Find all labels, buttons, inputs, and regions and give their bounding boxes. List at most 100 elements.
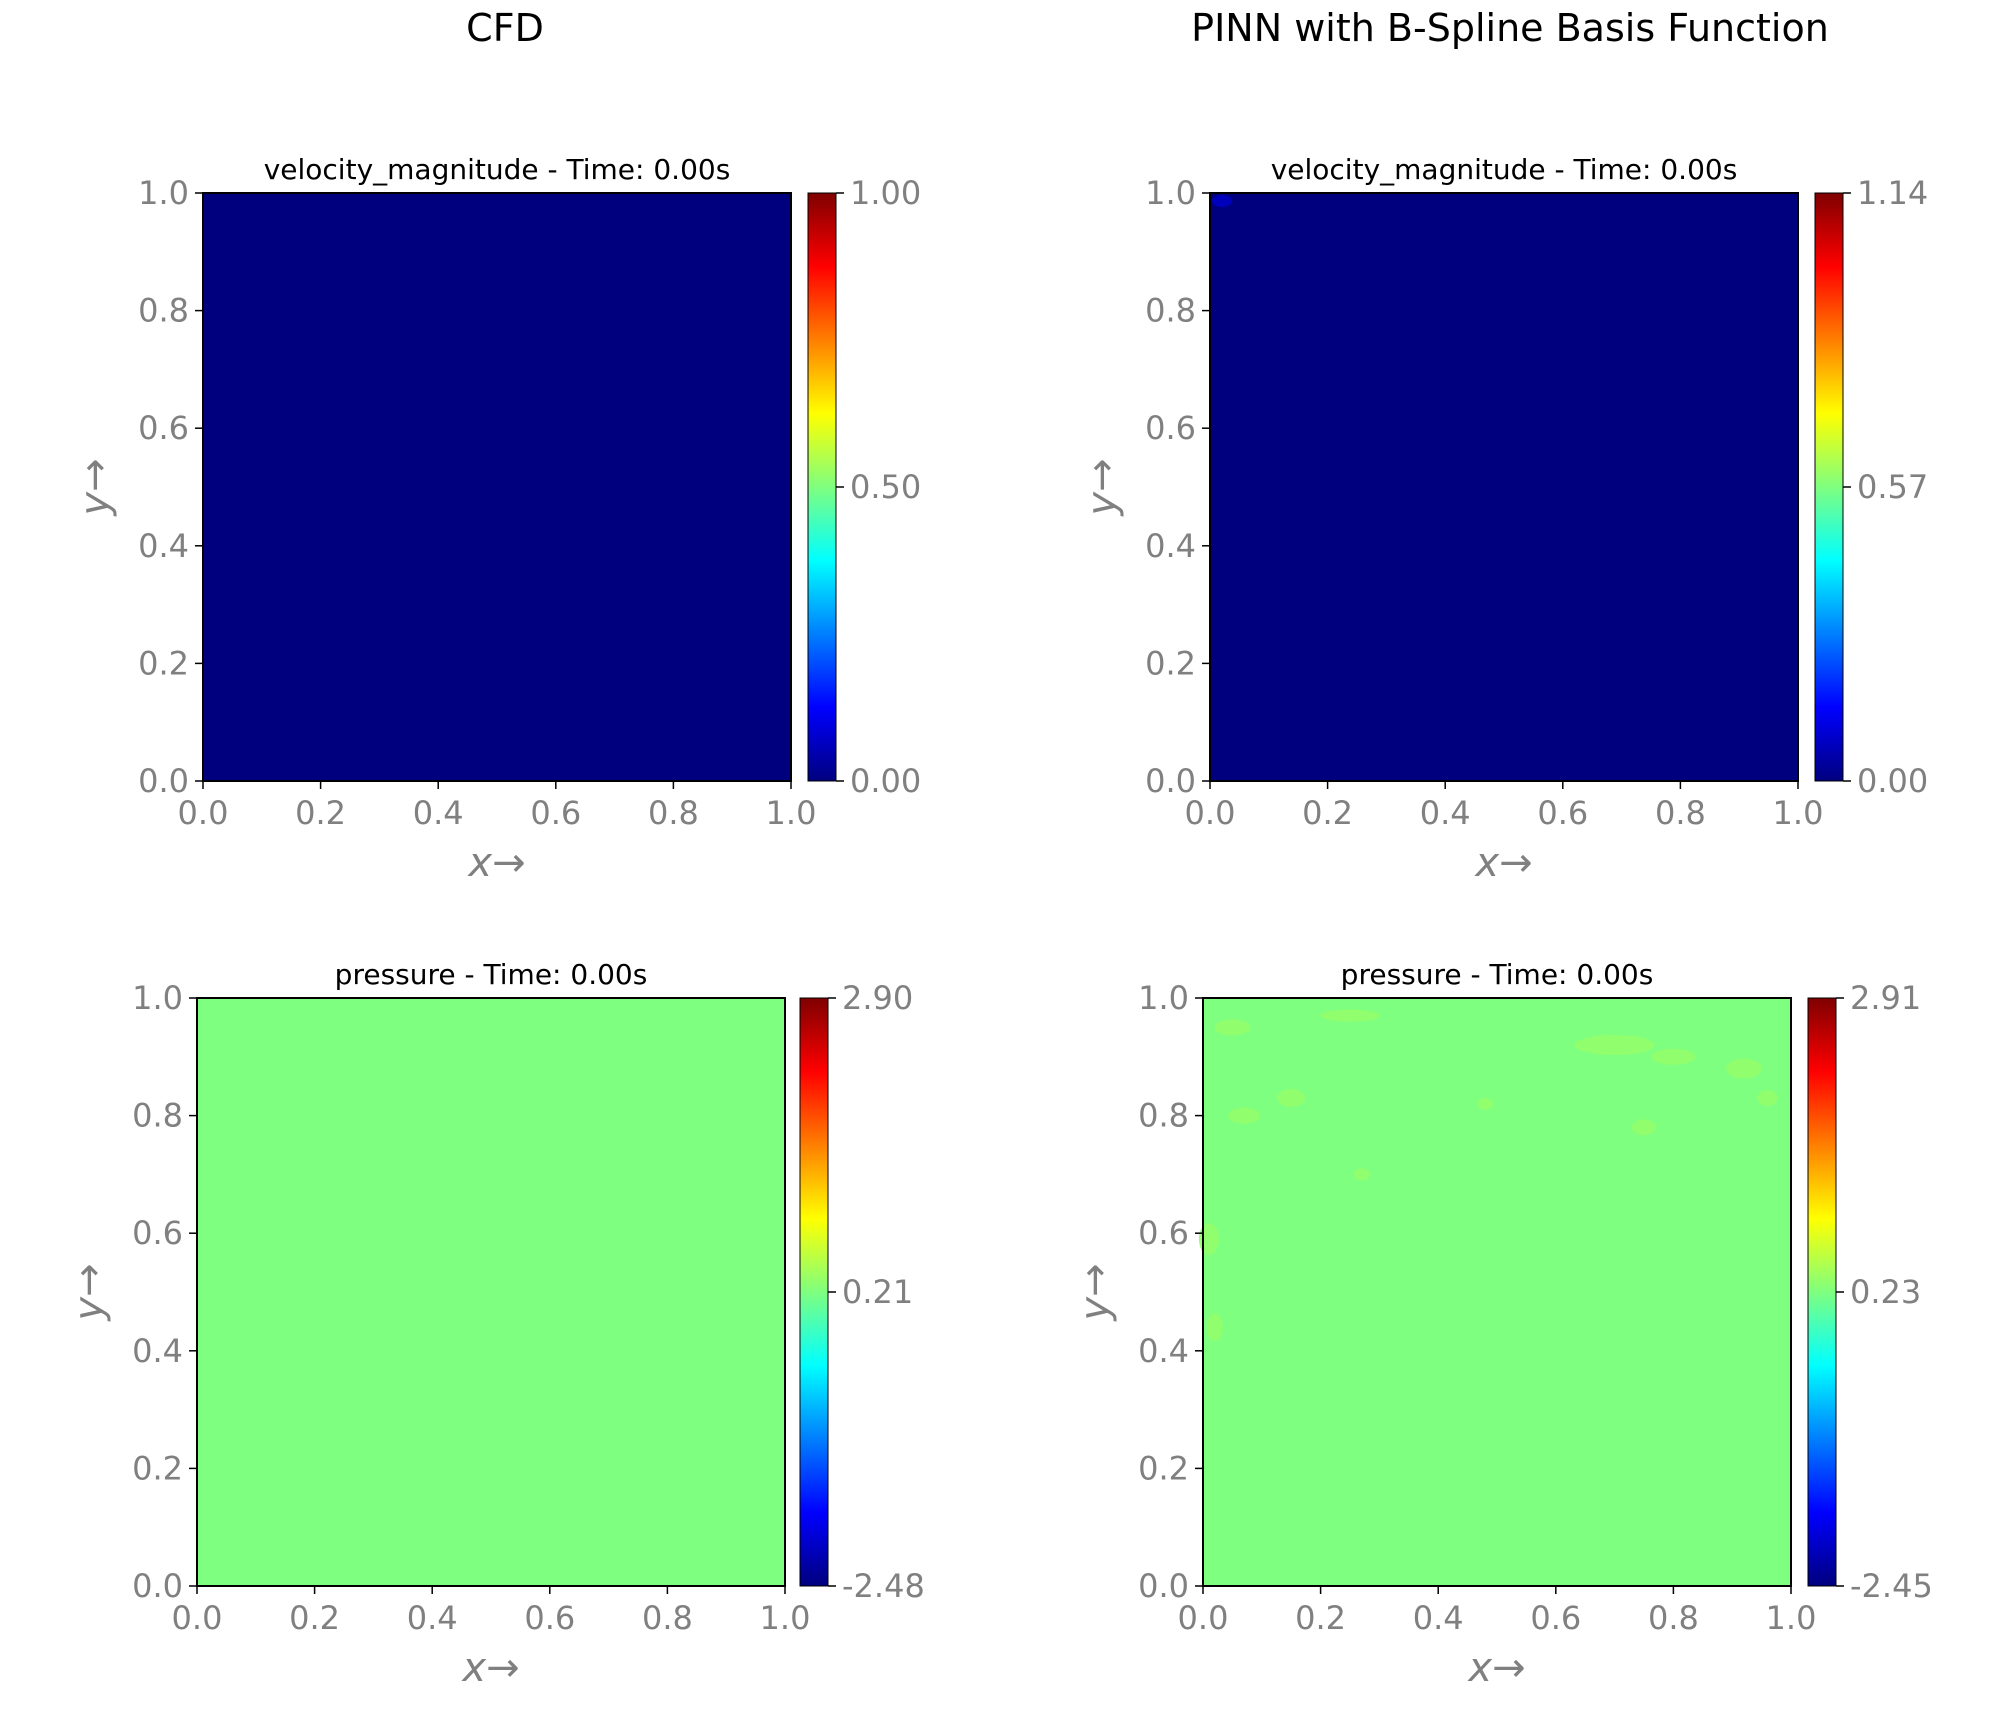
x-tick-label: 0.2 xyxy=(1302,794,1353,832)
y-tick-label: 0.6 xyxy=(1138,1214,1189,1252)
x-tick-label: 0.0 xyxy=(172,1599,223,1637)
x-tick-label: 0.2 xyxy=(295,794,346,832)
y-axis-label: y→ xyxy=(1072,1263,1118,1321)
colorbar-tick-label: 0.00 xyxy=(1857,762,1928,800)
y-tick-label: 0.8 xyxy=(138,292,189,330)
y-axis-label: y→ xyxy=(72,458,118,516)
y-axis-label: y→ xyxy=(66,1263,112,1321)
y-tick-label: 0.4 xyxy=(1145,527,1196,565)
x-tick-label: 0.6 xyxy=(1530,1599,1581,1637)
panel-title: pressure - Time: 0.00s xyxy=(335,958,648,991)
x-tick-label: 0.0 xyxy=(1178,1599,1229,1637)
x-tick-label: 0.0 xyxy=(1185,794,1236,832)
y-tick-label: 0.2 xyxy=(132,1449,183,1487)
y-tick-label: 1.0 xyxy=(132,979,183,1017)
field-blob xyxy=(1477,1097,1494,1110)
y-axis-label: y→ xyxy=(1079,458,1125,516)
axes-frame xyxy=(196,997,786,1587)
x-axis-label: x→ xyxy=(466,840,525,886)
x-tick-label: 0.4 xyxy=(407,1599,458,1637)
field-blob xyxy=(1198,1223,1219,1256)
y-tick-label: 0.4 xyxy=(138,527,189,565)
heatmap-field xyxy=(1203,998,1791,1586)
axes-frame xyxy=(1209,192,1799,782)
x-tick-label: 0.8 xyxy=(1648,1599,1699,1637)
y-tick-label: 0.6 xyxy=(1145,409,1196,447)
x-tick-label: 0.4 xyxy=(1413,1599,1464,1637)
colorbar-tick-label: 2.90 xyxy=(842,979,913,1017)
panel-title: velocity_magnitude - Time: 0.00s xyxy=(264,153,731,186)
field-blob xyxy=(1212,195,1232,207)
y-tick-label: 0.8 xyxy=(1138,1097,1189,1135)
y-tick-label: 0.0 xyxy=(132,1567,183,1605)
y-tick-label: 0.8 xyxy=(1145,292,1196,330)
axes-frame xyxy=(202,192,792,782)
y-tick-label: 0.0 xyxy=(1138,1567,1189,1605)
panel-title: velocity_magnitude - Time: 0.00s xyxy=(1271,153,1738,186)
field-blob xyxy=(1206,1313,1223,1342)
x-tick-label: 0.4 xyxy=(1420,794,1471,832)
heatmap-field xyxy=(203,193,791,781)
colorbar-tick-label: -2.48 xyxy=(842,1567,925,1605)
y-tick-label: 0.2 xyxy=(1145,644,1196,682)
x-tick-label: 0.8 xyxy=(648,794,699,832)
field-blob xyxy=(1725,1058,1762,1079)
y-tick-label: 1.0 xyxy=(1138,979,1189,1017)
column-title-pinn: PINN with B-Spline Basis Function xyxy=(1191,6,1829,50)
y-tick-label: 0.6 xyxy=(138,409,189,447)
y-tick-label: 0.2 xyxy=(1138,1449,1189,1487)
colorbar xyxy=(800,998,828,1586)
colorbar-tick-label: 0.50 xyxy=(850,468,921,506)
column-title-cfd: CFD xyxy=(466,6,544,50)
colorbar-tick-label: 0.21 xyxy=(842,1273,913,1311)
x-tick-label: 0.8 xyxy=(1655,794,1706,832)
field-blob xyxy=(1228,1107,1261,1124)
x-axis-label: x→ xyxy=(1473,840,1532,886)
y-tick-label: 1.0 xyxy=(1145,174,1196,212)
x-tick-label: 1.0 xyxy=(760,1599,811,1637)
x-tick-label: 0.2 xyxy=(289,1599,340,1637)
x-tick-label: 1.0 xyxy=(1773,794,1824,832)
axes-frame xyxy=(1202,997,1792,1587)
y-tick-label: 0.2 xyxy=(138,644,189,682)
x-tick-label: 0.6 xyxy=(1537,794,1588,832)
y-tick-label: 0.0 xyxy=(138,762,189,800)
field-blob xyxy=(1320,1009,1380,1022)
x-axis-label: x→ xyxy=(1466,1645,1525,1691)
heatmap-field xyxy=(197,998,785,1586)
x-tick-label: 0.6 xyxy=(524,1599,575,1637)
field-blob xyxy=(1353,1168,1370,1181)
field-blob xyxy=(1574,1035,1655,1056)
heatmap-field xyxy=(1210,193,1798,781)
y-tick-label: 1.0 xyxy=(138,174,189,212)
y-tick-label: 0.0 xyxy=(1145,762,1196,800)
y-tick-label: 0.4 xyxy=(132,1332,183,1370)
colorbar-tick-label: -2.45 xyxy=(1850,1567,1933,1605)
x-tick-label: 0.0 xyxy=(178,794,229,832)
x-tick-label: 0.8 xyxy=(642,1599,693,1637)
y-tick-label: 0.4 xyxy=(1138,1332,1189,1370)
colorbar-tick-label: 0.23 xyxy=(1850,1273,1921,1311)
x-axis-label: x→ xyxy=(460,1645,519,1691)
field-blob xyxy=(1214,1019,1251,1036)
y-tick-label: 0.8 xyxy=(132,1097,183,1135)
field-blob xyxy=(1277,1088,1306,1107)
colorbar-tick-label: 2.91 xyxy=(1850,979,1921,1017)
x-tick-label: 0.2 xyxy=(1295,1599,1346,1637)
x-tick-label: 0.4 xyxy=(413,794,464,832)
field-blob xyxy=(1757,1089,1778,1106)
panel-title: pressure - Time: 0.00s xyxy=(1341,958,1654,991)
x-tick-label: 1.0 xyxy=(766,794,817,832)
colorbar xyxy=(1815,193,1843,781)
colorbar-tick-label: 1.00 xyxy=(850,174,921,212)
x-tick-label: 0.6 xyxy=(530,794,581,832)
colorbar-tick-label: 0.57 xyxy=(1857,468,1928,506)
colorbar xyxy=(808,193,836,781)
field-blob xyxy=(1651,1048,1696,1065)
colorbar-tick-label: 1.14 xyxy=(1857,174,1928,212)
x-tick-label: 1.0 xyxy=(1766,1599,1817,1637)
y-tick-label: 0.6 xyxy=(132,1214,183,1252)
field-blob xyxy=(1632,1119,1656,1136)
colorbar-tick-label: 0.00 xyxy=(850,762,921,800)
